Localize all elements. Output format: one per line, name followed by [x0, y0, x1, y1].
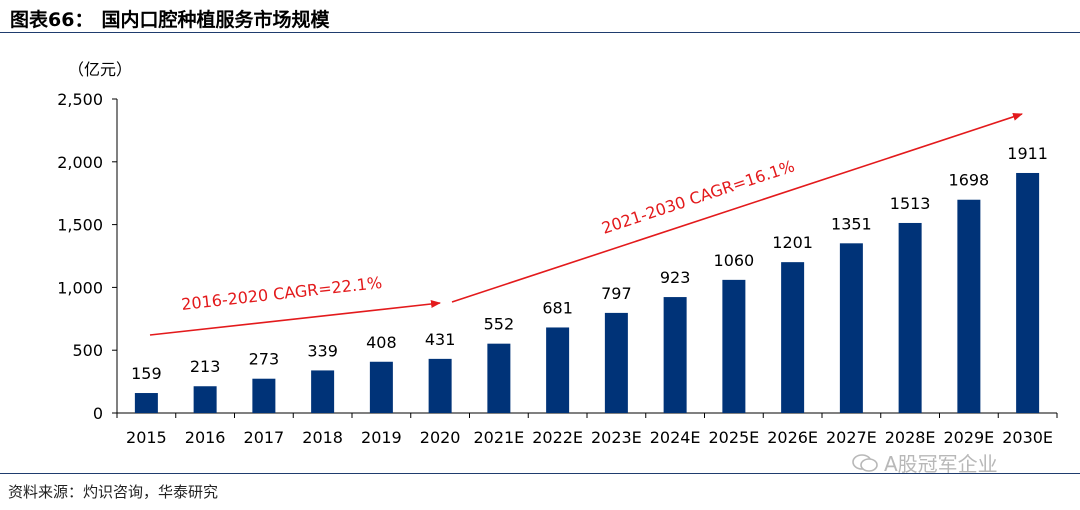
bar [546, 327, 570, 413]
x-tick-label: 2025E [708, 428, 759, 447]
x-tick-label: 2027E [826, 428, 877, 447]
bar [311, 370, 335, 413]
x-tick-label: 2019 [361, 428, 402, 447]
cagr-annotations: 2016-2020 CAGR=22.1% 2021-2030 CAGR=16.1% [149, 113, 1023, 336]
bar [252, 378, 276, 413]
bar-value-label: 1698 [949, 171, 990, 190]
bar [1016, 172, 1040, 413]
x-axis: 2015 2016 2017 2018 2019 2020 2021E 2022E 2023E 2… [116, 412, 1058, 447]
bar [193, 386, 217, 413]
bar [428, 358, 452, 413]
x-tick-label: 2020 [420, 428, 461, 447]
x-tick-label: 2015 [126, 428, 167, 447]
bar-value-label: 1351 [831, 214, 872, 233]
cagr-label: 2021-2030 CAGR=16.1% [599, 156, 797, 237]
x-tick-label: 2016 [185, 428, 226, 447]
bar-value-label: 552 [484, 315, 515, 334]
y-axis: 0 500 1,000 1,500 2,000 2,500 [57, 90, 118, 423]
bar [957, 199, 981, 413]
footer-rule [0, 473, 1080, 474]
bar [722, 279, 746, 413]
y-tick-label: 1,500 [57, 216, 103, 235]
x-tick-label: 2024E [650, 428, 701, 447]
figure-label: 图表66： [10, 9, 94, 31]
x-tick-label: 2021E [473, 428, 524, 447]
header-rule [0, 32, 1080, 33]
bar-value-label: 431 [425, 330, 456, 349]
y-tick-label: 500 [72, 341, 103, 360]
source-note: 资料来源：灼识咨询，华泰研究 [8, 483, 219, 501]
y-tick-label: 2,000 [57, 153, 103, 172]
bar-value-label: 408 [366, 333, 397, 352]
x-tick-label: 2026E [767, 428, 818, 447]
y-tick-label: 0 [93, 404, 103, 423]
cagr-arrow [149, 300, 441, 336]
bar-value-label: 159 [131, 364, 162, 383]
bar-value-label: 1911 [1007, 144, 1048, 163]
bar-value-label: 213 [190, 357, 221, 376]
bar-value-label: 1513 [890, 194, 931, 213]
bar [487, 343, 511, 413]
y-tick-label: 1,000 [57, 278, 103, 297]
x-tick-label: 2029E [943, 428, 994, 447]
chart-title: 国内口腔种植服务市场规模 [101, 9, 330, 31]
bar-value-label: 339 [307, 341, 338, 360]
bar [898, 222, 922, 413]
data-labels: 159 213 273 339 408 431 552 681 797 923 1060 1201 13… [131, 144, 1048, 383]
bar-value-label: 273 [249, 350, 280, 369]
x-tick-label: 2028E [885, 428, 936, 447]
wechat-icon [852, 453, 878, 472]
x-tick-label: 2030E [1002, 428, 1053, 447]
bar [663, 297, 687, 413]
bar-value-label: 923 [660, 268, 691, 287]
bar-value-label: 797 [601, 284, 632, 303]
x-tick-label: 2018 [302, 428, 343, 447]
figure-header: 图表66： 国内口腔种植服务市场规模 [0, 0, 1080, 34]
y-axis-unit-label: （亿元） [68, 60, 132, 79]
bar [781, 262, 805, 413]
x-tick-label: 2017 [244, 428, 285, 447]
bar-series [134, 172, 1040, 413]
bar-value-label: 1060 [714, 251, 755, 270]
bar [839, 243, 863, 413]
bar [369, 361, 393, 413]
x-tick-label: 2023E [591, 428, 642, 447]
bar [134, 393, 158, 413]
figure-title: 图表66： 国内口腔种植服务市场规模 [10, 5, 329, 32]
y-tick-label: 2,500 [57, 90, 103, 109]
cagr-label: 2016-2020 CAGR=22.1% [180, 273, 383, 314]
bar-value-label: 681 [542, 298, 573, 317]
bar [604, 312, 628, 413]
bar-value-label: 1201 [772, 233, 813, 252]
watermark-text: A股冠军企业 [884, 452, 998, 476]
watermark: A股冠军企业 [852, 448, 998, 477]
cagr-arrow [451, 113, 1023, 303]
x-tick-label: 2022E [532, 428, 583, 447]
